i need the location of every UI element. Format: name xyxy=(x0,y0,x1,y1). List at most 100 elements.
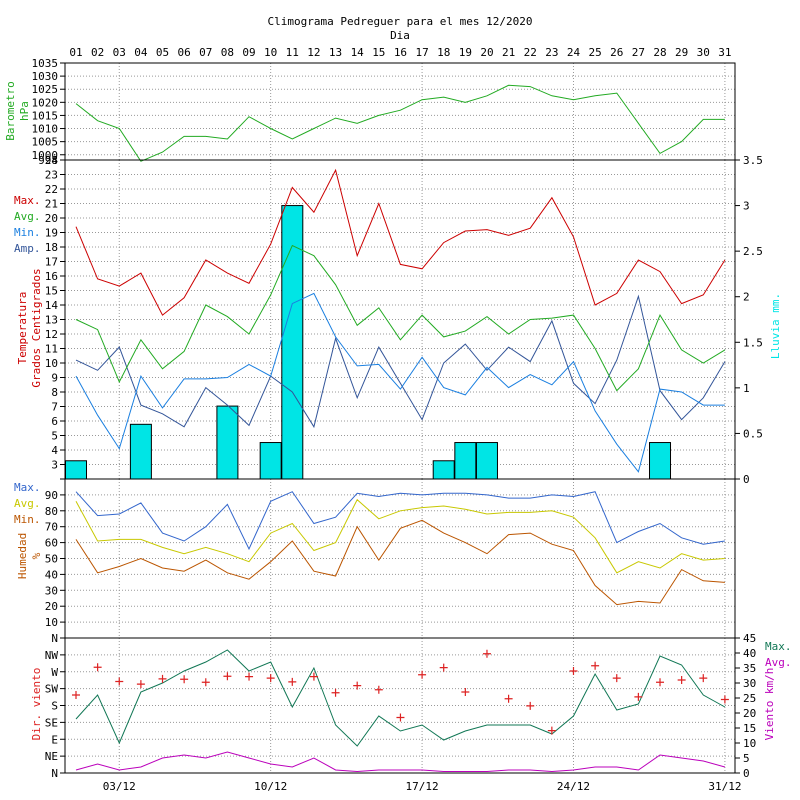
y-tick-label: 12 xyxy=(45,328,58,341)
y2-tick-label: 35 xyxy=(743,662,756,675)
y2-tick-label: 3.5 xyxy=(743,154,763,167)
wind-legend-entry: Avg. xyxy=(765,656,792,669)
y2-tick-label: 0 xyxy=(743,767,750,780)
y-tick-label: 4 xyxy=(51,444,58,457)
y-tick-label: 40 xyxy=(45,568,58,581)
day-label: 25 xyxy=(588,46,601,59)
y-tick-label: E xyxy=(51,733,58,746)
day-label: 22 xyxy=(524,46,537,59)
y-tick-label: 60 xyxy=(45,537,58,550)
pressure-line xyxy=(75,84,725,162)
day-label: 24 xyxy=(567,46,581,59)
y-tick-label: 23 xyxy=(45,169,58,182)
y-tick-label: 70 xyxy=(45,521,58,534)
y-tick-label: SW xyxy=(45,683,59,696)
y-tick-label: 6 xyxy=(51,415,58,428)
wind-direction-marker xyxy=(634,692,643,701)
wind-direction-marker xyxy=(677,676,686,684)
rain-bar xyxy=(475,442,498,480)
rain-bar xyxy=(649,442,672,480)
y-tick-label: 1035 xyxy=(32,57,59,70)
day-label: 14 xyxy=(351,46,365,59)
wind-direction-marker xyxy=(93,663,102,672)
wind-direction-marker xyxy=(309,672,318,681)
date-label: 03/12 xyxy=(103,780,136,793)
y2-tick-label: 0 xyxy=(743,473,750,486)
wind-direction-marker xyxy=(158,674,167,683)
y-tick-label: 20 xyxy=(45,212,58,225)
wind-direction-marker xyxy=(115,677,124,686)
wind-direction-marker xyxy=(656,678,665,687)
chart-title: Climograma Pedreguer para el mes 12/2020 xyxy=(268,15,533,28)
day-label: 30 xyxy=(697,46,710,59)
y2-tick-label: 40 xyxy=(743,647,756,660)
y-tick-label: 5 xyxy=(51,430,58,443)
day-label: 21 xyxy=(502,46,515,59)
y2-tick-label: 45 xyxy=(743,632,756,645)
wind-direction-marker xyxy=(136,680,145,689)
y-tick-label: 1020 xyxy=(32,96,59,109)
y-tick-label: N xyxy=(51,632,58,645)
day-label: 07 xyxy=(199,46,212,59)
y-tick-label: 30 xyxy=(45,584,58,597)
humidity-axis-label: Humedad xyxy=(16,533,29,579)
wind-direction-marker xyxy=(266,674,275,683)
y2-tick-label: 5 xyxy=(743,752,750,765)
wind-direction-marker xyxy=(288,677,297,686)
y-tick-label: N xyxy=(51,767,58,780)
y-tick-label: S xyxy=(51,700,58,713)
rain-bar xyxy=(432,460,455,480)
wind-direction-marker xyxy=(374,685,383,694)
temp-legend-entry: Amp. xyxy=(14,242,41,255)
temp-legend-entry: Max. xyxy=(14,194,41,207)
y-tick-label: 17 xyxy=(45,256,58,269)
y-tick-label: 20 xyxy=(45,600,58,613)
temp-amp-line xyxy=(75,294,726,429)
wind-direction-marker xyxy=(180,675,189,684)
day-label: 04 xyxy=(134,46,148,59)
wind-direction-marker xyxy=(439,663,448,672)
barometer-axis-label: Barometro xyxy=(4,81,17,141)
y-tick-label: SE xyxy=(45,716,58,729)
wind-direction-marker xyxy=(331,688,340,697)
day-label: 06 xyxy=(178,46,191,59)
y2-tick-label: 25 xyxy=(743,692,756,705)
y-tick-label: 1000 xyxy=(32,149,59,162)
rain-bar xyxy=(65,460,87,480)
humidity-min-line xyxy=(75,519,725,606)
wind-direction-marker xyxy=(418,670,427,679)
wind-direction-marker xyxy=(720,695,729,704)
day-label: 11 xyxy=(286,46,299,59)
y-tick-label: 8 xyxy=(51,386,58,399)
day-label: 28 xyxy=(653,46,666,59)
date-label: 17/12 xyxy=(406,780,439,793)
y-tick-label: 11 xyxy=(45,343,58,356)
wind-speed-axis-label: Viento km/h xyxy=(763,668,776,741)
day-label: 23 xyxy=(545,46,558,59)
y-tick-label: 19 xyxy=(45,227,58,240)
wind-direction-axis-label: Dir. viento xyxy=(30,668,43,741)
wind-direction-marker xyxy=(547,726,556,735)
y-tick-label: 50 xyxy=(45,553,58,566)
humidity-legend-entry: Avg. xyxy=(14,497,41,510)
y-tick-label: W xyxy=(51,666,58,679)
temp-avg-line xyxy=(75,244,726,392)
axes-layer xyxy=(60,62,740,774)
wind-direction-marker xyxy=(569,667,578,675)
y-tick-label: 1010 xyxy=(32,123,59,136)
y2-tick-label: 15 xyxy=(743,722,756,735)
day-label: 17 xyxy=(415,46,428,59)
y-tick-label: 18 xyxy=(45,241,58,254)
y2-tick-label: 3 xyxy=(743,200,750,213)
rain-bar xyxy=(454,442,477,480)
barometer-unit-label: hPa xyxy=(18,101,31,121)
wind-direction-marker xyxy=(461,688,470,696)
y-tick-label: 10 xyxy=(45,357,58,370)
day-label: 26 xyxy=(610,46,623,59)
y2-tick-label: 2.5 xyxy=(743,245,763,258)
wind-direction-marker xyxy=(482,649,491,658)
y-tick-label: 14 xyxy=(45,299,59,312)
y-tick-label: 1025 xyxy=(32,83,59,96)
y2-tick-label: 1 xyxy=(743,382,750,395)
